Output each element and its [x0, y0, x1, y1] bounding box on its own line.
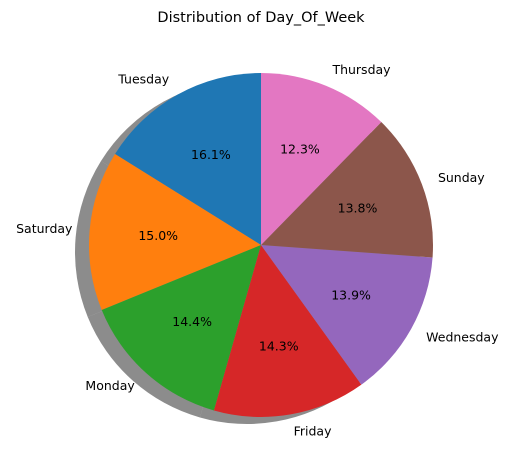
slice-percent-monday: 14.4%	[172, 314, 212, 329]
slice-label-tuesday: Tuesday	[117, 72, 169, 87]
chart-title: Distribution of Day_Of_Week	[157, 10, 365, 26]
slice-percent-sunday: 13.8%	[338, 200, 378, 215]
slice-percent-saturday: 15.0%	[138, 228, 178, 243]
slice-monday	[101, 245, 261, 411]
slice-label-thursday: Thursday	[331, 62, 391, 77]
slice-thursday	[261, 73, 382, 245]
slice-percent-thursday: 12.3%	[280, 141, 320, 156]
pie-labels: Tuesday 16.1% Saturday 15.0% Monday 14.4% Frid…	[16, 62, 499, 439]
slice-label-friday: Friday	[294, 423, 332, 438]
slice-label-monday: Monday	[85, 378, 135, 393]
pie-slices	[88, 73, 433, 418]
slice-saturday	[88, 154, 261, 310]
slice-wednesday	[261, 245, 433, 385]
slice-percent-friday: 14.3%	[259, 339, 299, 354]
slice-sunday	[261, 122, 433, 258]
slice-label-saturday: Saturday	[16, 221, 73, 236]
slice-friday	[213, 245, 362, 418]
slice-percent-wednesday: 13.9%	[331, 287, 371, 302]
slice-tuesday	[115, 73, 261, 245]
slice-percent-tuesday: 16.1%	[191, 147, 231, 162]
slice-label-wednesday: Wednesday	[426, 329, 499, 344]
slice-label-sunday: Sunday	[438, 170, 485, 185]
